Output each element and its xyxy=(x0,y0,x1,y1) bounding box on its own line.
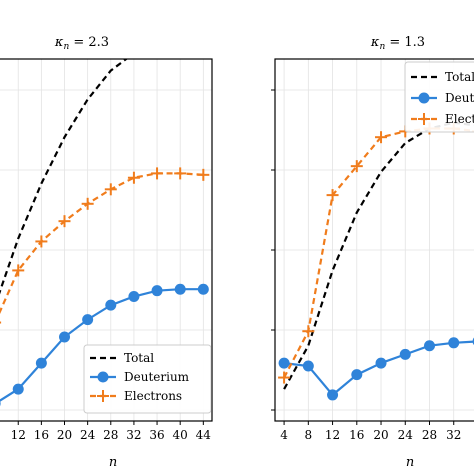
left-deuterium-point xyxy=(82,314,94,326)
left-deuterium-point xyxy=(12,383,24,395)
left-x-tick-label: 44 xyxy=(196,428,212,442)
left-plot-frame xyxy=(0,58,213,422)
right-electrons-point xyxy=(302,325,315,338)
right-deuterium-point xyxy=(302,360,314,372)
right-x-tick-label: 24 xyxy=(398,428,414,442)
right-electrons-line xyxy=(283,127,474,379)
right-x-tick-label: 4 xyxy=(280,428,288,442)
right-legend-label: Deuterium xyxy=(445,91,474,105)
left-x-tick-label: 20 xyxy=(57,428,72,442)
right-legend: Total Deuterium Electrons xyxy=(404,61,474,133)
right-x-tick-label: 20 xyxy=(373,428,388,442)
left-x-tick-label: 12 xyxy=(11,428,26,442)
left-panel-title: κn = 2.3 xyxy=(54,35,109,52)
right-deuterium-point xyxy=(399,348,411,360)
left-x-tick-label: 28 xyxy=(103,428,118,442)
left-x-tick-label: 32 xyxy=(126,428,141,442)
right-deuterium-point xyxy=(375,357,387,369)
right-plot-frame xyxy=(274,58,474,422)
left-panel: κn = 2.3 12 16 20 24 28 32 36 40 44 n Total Deute… xyxy=(0,35,213,470)
left-electrons-point xyxy=(35,235,48,248)
right-deuterium-point xyxy=(424,340,435,352)
left-electrons-point xyxy=(151,167,164,180)
left-x-tick-label: 24 xyxy=(80,428,96,442)
right-x-tick-label: 28 xyxy=(422,428,437,442)
left-deuterium-point xyxy=(35,357,47,369)
left-electrons-point xyxy=(127,171,140,184)
left-deuterium-point xyxy=(151,285,163,297)
left-electrons-point xyxy=(0,321,2,324)
left-electrons-point xyxy=(174,167,187,180)
right-x-tick-label: 32 xyxy=(446,428,461,442)
left-legend-deuterium: Deuterium xyxy=(90,370,190,384)
left-x-tick-label: 36 xyxy=(149,428,164,442)
left-electrons-point xyxy=(58,215,71,228)
right-deuterium-point xyxy=(327,389,339,401)
right-panel: κn = 1.3 4 8 12 16 20 24 28 32 n Total Deuterium… xyxy=(271,35,474,470)
right-legend-box xyxy=(404,61,474,133)
left-legend-total: Total xyxy=(90,351,154,365)
left-deuterium-point xyxy=(105,299,117,311)
left-deuterium-point xyxy=(174,283,186,295)
left-x-tick-label: 16 xyxy=(34,428,49,442)
left-electrons-point xyxy=(197,168,210,181)
right-legend-total: Total xyxy=(411,70,474,84)
left-electrons-point xyxy=(12,264,25,277)
right-deuterium-point xyxy=(278,357,290,369)
right-x-tick-label: 8 xyxy=(305,428,313,442)
left-legend-label: Electrons xyxy=(124,389,182,403)
left-total-line xyxy=(0,59,129,295)
left-electrons-point xyxy=(81,197,94,210)
right-deuterium-point xyxy=(448,337,460,349)
right-legend-electrons: Electrons xyxy=(411,112,474,126)
right-panel-title: κn = 1.3 xyxy=(370,35,425,52)
right-x-tick-label: 16 xyxy=(349,428,364,442)
left-deuterium-point xyxy=(59,331,71,343)
left-deuterium-point xyxy=(128,290,140,302)
right-x-tick-label: 12 xyxy=(325,428,340,442)
left-legend-label: Deuterium xyxy=(124,370,190,384)
left-deuterium-point xyxy=(0,401,1,407)
left-legend-label: Total xyxy=(124,351,154,365)
right-electrons-point xyxy=(278,371,291,384)
left-x-axis-label: n xyxy=(109,455,117,470)
right-electrons-point xyxy=(375,131,388,144)
left-x-tick-label: 40 xyxy=(173,428,188,442)
right-legend-deuterium: Deuterium xyxy=(411,91,474,105)
right-x-axis-label: n xyxy=(406,455,414,470)
right-legend-label: Electrons xyxy=(445,112,474,126)
left-deuterium-line xyxy=(0,288,204,402)
right-total-line xyxy=(283,121,474,390)
right-legend-label: Total xyxy=(445,70,474,84)
right-deuterium-point xyxy=(351,369,363,381)
left-deuterium-point xyxy=(197,283,209,295)
left-electrons-line xyxy=(0,172,204,315)
right-electrons-point xyxy=(350,160,363,173)
left-legend-electrons: Electrons xyxy=(90,389,182,403)
right-electrons-point xyxy=(326,189,339,202)
left-electrons-point xyxy=(104,183,117,196)
left-legend: Total Deuterium Electrons xyxy=(83,344,212,414)
